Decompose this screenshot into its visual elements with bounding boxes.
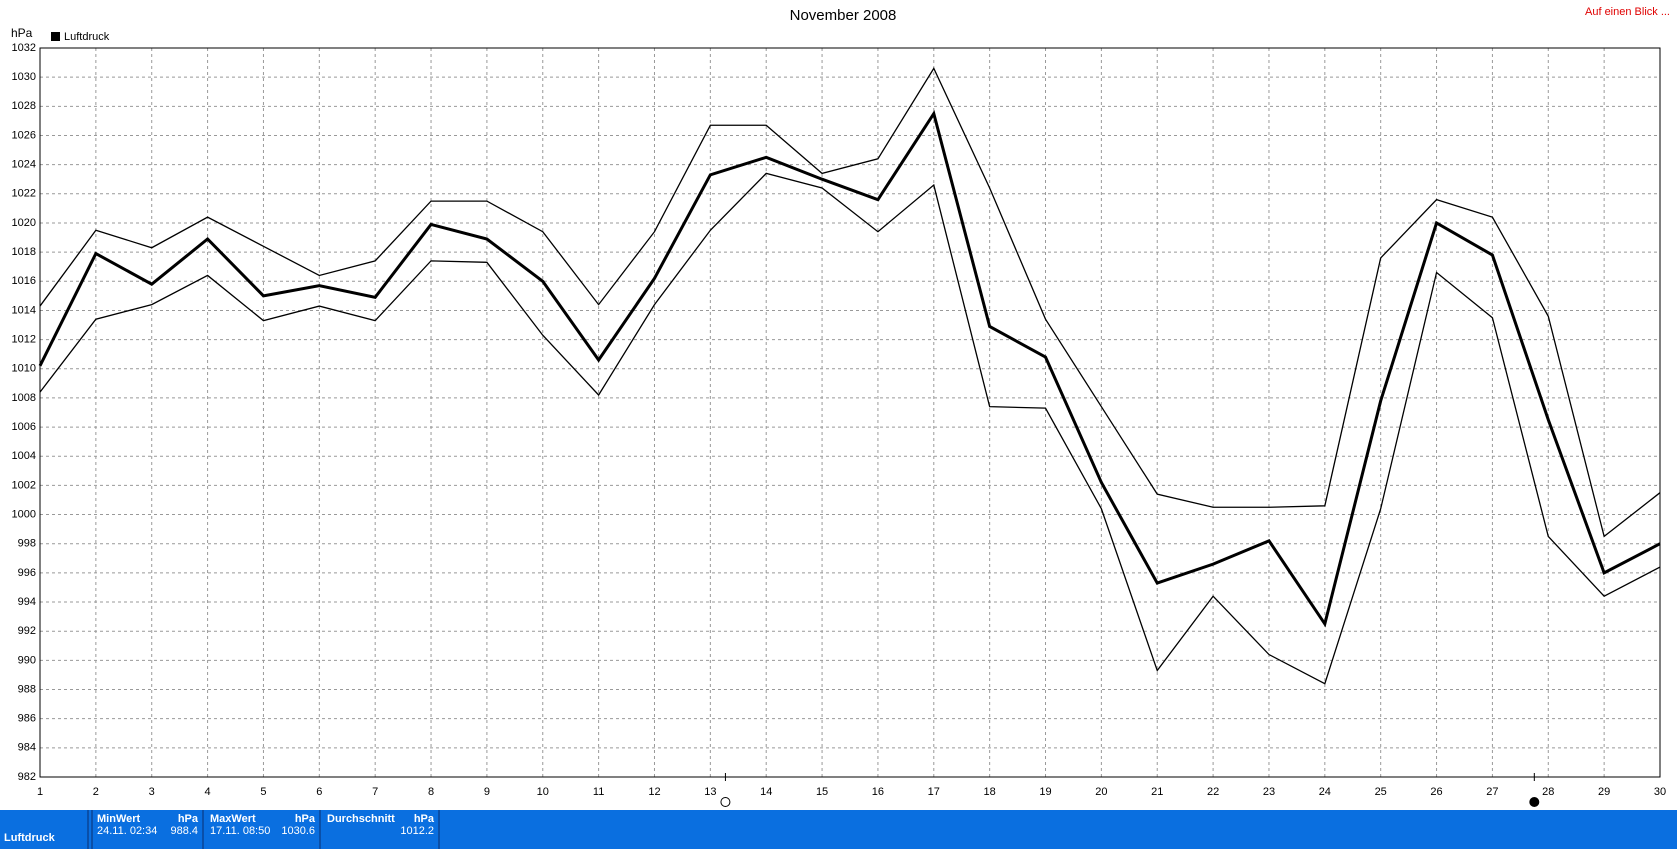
plot-frame: [39, 47, 1661, 778]
y-tick-label: 984: [18, 742, 36, 754]
y-tick-label: 982: [18, 771, 36, 783]
moon-marker: [720, 797, 731, 807]
chart: November 2008 hPa Auf einen Blick ... 98…: [11, 6, 1670, 807]
max-time: 17.11. 08:50: [210, 825, 271, 837]
y-tick-label: 1006: [12, 421, 36, 433]
y-tick-label: 1002: [12, 479, 36, 491]
y-tick-label: 1020: [12, 217, 36, 229]
y-tick-label: 1000: [12, 508, 36, 520]
x-tick-label: 2: [93, 786, 99, 798]
data-line: [39, 172, 1661, 685]
avg-unit: hPa: [413, 813, 434, 825]
moon-marker: [1529, 797, 1540, 807]
x-tick-label: 4: [205, 786, 211, 798]
min-time: 24.11. 02:34: [97, 825, 158, 837]
x-tick-label: 10: [537, 786, 549, 798]
y-tick-label: 1024: [12, 159, 36, 171]
x-tick-label: 17: [928, 786, 940, 798]
x-tick-label: 12: [648, 786, 660, 798]
x-tick-label: 9: [484, 786, 490, 798]
x-tick-label: 26: [1430, 786, 1442, 798]
y-tick-label: 1028: [12, 100, 36, 112]
y-tick-label: 1032: [12, 42, 36, 54]
x-tick-label: 24: [1319, 786, 1331, 798]
stats-cell: MaxWert hPa 17.11. 08:50 1030.6: [206, 810, 321, 849]
y-unit: hPa: [11, 26, 33, 40]
y-tick-label: 990: [18, 654, 36, 666]
x-tick-label: 1: [37, 786, 43, 798]
y-tick-label: 1022: [12, 188, 36, 200]
stats-cell: Luftdruck: [0, 810, 89, 849]
y-tick-label: 1008: [12, 392, 36, 404]
x-tick-label: 7: [372, 786, 378, 798]
y-tick-label: 1010: [12, 363, 36, 375]
min-title: MinWert: [97, 813, 141, 825]
x-tick-label: 6: [316, 786, 322, 798]
x-tick-label: 13: [704, 786, 716, 798]
x-tick-label: 27: [1486, 786, 1498, 798]
y-tick-label: 994: [18, 596, 36, 608]
legend-swatch: [51, 32, 60, 41]
x-tick-label: 11: [593, 786, 604, 798]
y-tick-label: 1014: [12, 304, 36, 316]
stats-label: Luftdruck: [4, 832, 55, 844]
stats-cell: MinWert hPa 24.11. 02:34 988.4: [91, 810, 204, 849]
max-unit: hPa: [294, 813, 315, 825]
data-line: [39, 67, 1661, 538]
y-tick-label: 1016: [12, 275, 36, 287]
min-value: 988.4: [170, 825, 198, 837]
min-unit: hPa: [177, 813, 198, 825]
y-tick-label: 1026: [12, 129, 36, 141]
y-tick-label: 988: [18, 683, 36, 695]
avg-title: Durchschnitt: [327, 813, 395, 825]
y-tick-label: 998: [18, 538, 36, 550]
x-tick-label: 15: [816, 786, 828, 798]
x-tick-label: 19: [1039, 786, 1051, 798]
y-tick-label: 986: [18, 713, 36, 725]
y-tick-label: 1012: [12, 334, 36, 346]
stats-cell: Durchschnitt hPa 1012.2: [323, 810, 440, 849]
x-tick-label: 20: [1095, 786, 1107, 798]
x-tick-label: 5: [260, 786, 266, 798]
y-tick-label: 1018: [12, 246, 36, 258]
x-tick-label: 25: [1375, 786, 1387, 798]
stats-bar: Luftdruck MinWert hPa 24.11. 02:34 988.4 M…: [0, 810, 1677, 849]
chart-title: November 2008: [790, 7, 897, 24]
avg-value: 1012.2: [400, 825, 434, 837]
x-tick-label: 16: [872, 786, 884, 798]
y-tick-label: 992: [18, 625, 36, 637]
max-value: 1030.6: [281, 825, 315, 837]
data-line: [38, 109, 1661, 628]
x-tick-label: 3: [149, 786, 155, 798]
y-tick-label: 1004: [12, 450, 36, 462]
x-tick-label: 23: [1263, 786, 1275, 798]
x-tick-label: 21: [1151, 786, 1163, 798]
x-tick-label: 28: [1542, 786, 1554, 798]
x-tick-label: 22: [1207, 786, 1219, 798]
x-tick-label: 14: [760, 786, 772, 798]
x-tick-label: 30: [1654, 786, 1666, 798]
link[interactable]: Auf einen Blick ...: [1585, 6, 1670, 18]
max-title: MaxWert: [210, 813, 256, 825]
y-tick-label: 1030: [12, 71, 36, 83]
x-tick-label: 29: [1598, 786, 1610, 798]
y-tick-label: 996: [18, 567, 36, 579]
x-tick-label: 18: [984, 786, 996, 798]
legend-label: Luftdruck: [64, 31, 110, 43]
x-tick-label: 8: [428, 786, 434, 798]
